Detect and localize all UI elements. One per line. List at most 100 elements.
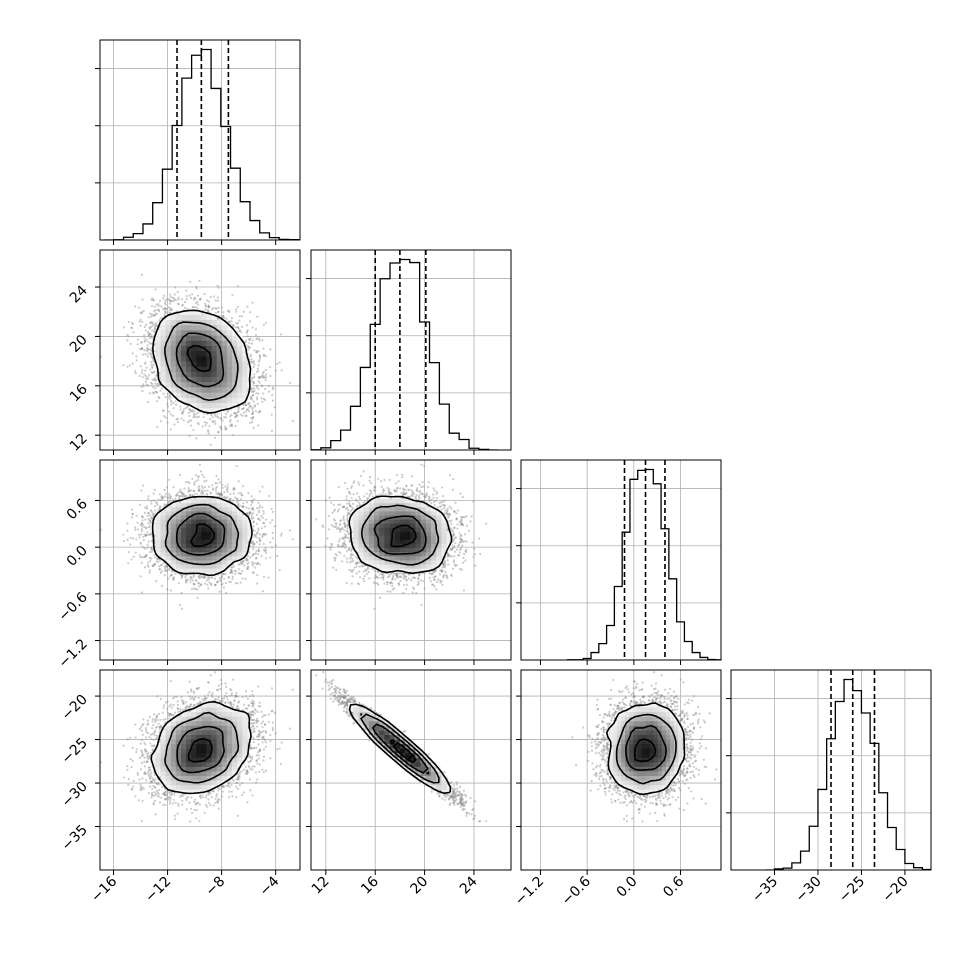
scatter-point [237,415,239,417]
scatter-point [420,604,422,606]
scatter-point [170,794,172,796]
density-cell [227,730,233,735]
scatter-point [274,406,276,408]
scatter-point [202,796,204,798]
scatter-point [139,554,141,556]
scatter-point [262,392,264,394]
scatter-point [432,494,434,496]
scatter-point [213,804,215,806]
scatter-point [219,688,221,690]
scatter-point [203,480,205,482]
scatter-point [159,801,161,803]
density-cell [379,515,385,519]
scatter-point [198,697,200,699]
scatter-point [166,403,168,405]
scatter-point [259,563,261,565]
scatter-point [151,551,153,553]
scatter-point [268,495,270,497]
density-cell [364,527,370,531]
scatter-point [217,798,219,800]
scatter-point [339,523,341,525]
density-cell [222,560,228,564]
scatter-point [171,401,173,403]
scatter-point [223,578,225,580]
scatter-point [200,584,202,586]
scatter-point [422,486,424,488]
scatter-point [122,745,124,747]
density-cell [186,397,192,403]
scatter-point [164,804,166,806]
scatter-point [213,790,215,792]
scatter-point [439,570,441,572]
scatter-point [392,575,394,577]
scatter-point [206,584,208,586]
density-cell [171,721,177,726]
density-cell [217,540,223,544]
scatter-point [275,370,277,372]
density-cell [201,515,207,519]
density-cell [374,560,380,564]
scatter-point [208,802,210,804]
density-cell [242,531,248,535]
scatter-point [149,514,151,516]
scatter-point [281,533,283,535]
scatter-point [146,347,148,349]
scatter-point [252,501,254,503]
density-cell [400,519,406,523]
scatter-point [240,331,242,333]
scatter-point [208,432,210,434]
scatter-point [265,741,267,743]
scatter-point [376,582,378,584]
density-cell [171,351,177,357]
scatter-point [460,534,462,536]
scatter-point [453,784,455,786]
scatter-point [147,531,149,533]
scatter-point [149,777,151,779]
x-tick-label: −16 [88,873,120,905]
density-cell [212,544,218,548]
scatter-point [261,726,263,728]
scatter-point [271,430,273,432]
scatter-point [292,689,294,691]
scatter-point [221,576,223,578]
density-cell [191,556,197,560]
scatter-point [181,608,183,610]
scatter-point [257,502,259,504]
scatter-point [137,774,139,776]
scatter-point [126,765,128,767]
scatter-point [127,738,129,740]
scatter-point [217,789,219,791]
scatter-point [147,522,149,524]
scatter-point [168,705,170,707]
scatter-point [225,692,227,694]
density-cell [237,552,243,556]
scatter-point [147,719,149,721]
density-cell [242,371,248,377]
density-cell [242,535,248,539]
scatter-point [261,741,263,743]
density-cell [421,519,427,523]
density-cell [212,739,218,744]
scatter-point [339,528,341,530]
scatter-point [259,505,261,507]
density-cell [181,511,187,515]
scatter-point [259,382,261,384]
scatter-point [174,286,176,288]
density-cell [155,523,161,527]
scatter-point [252,512,254,514]
density-cell [217,531,223,535]
scatter-point [259,490,261,492]
scatter-point [190,297,192,299]
scatter-point [159,300,161,302]
scatter-point [164,569,166,571]
y-tick-label: 16 [67,381,91,405]
scatter-point [153,378,155,380]
scatter-point [251,690,253,692]
scatter-point [399,576,401,578]
density-cell [237,351,243,357]
scatter-point [141,788,143,790]
scatter-point [130,537,132,539]
scatter-point [377,478,379,480]
scatter-point [261,737,263,739]
scatter-point [173,794,175,796]
